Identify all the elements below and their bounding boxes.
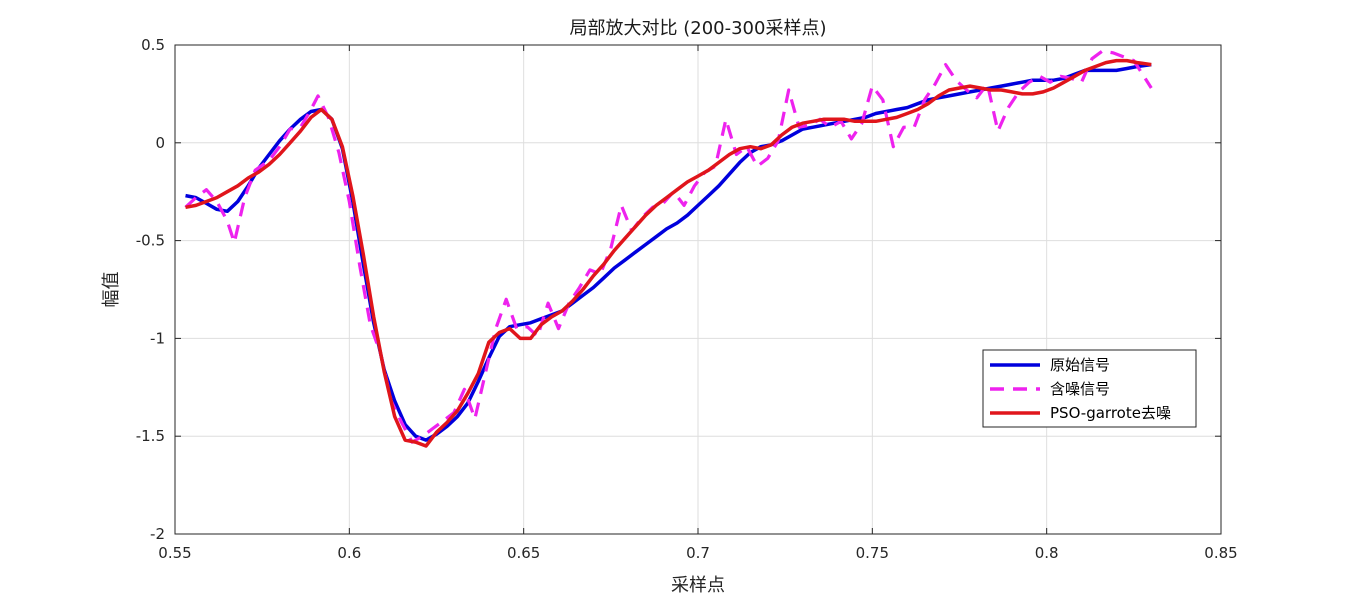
x-tick-label: 0.85 <box>1204 544 1237 562</box>
legend-label-2: 含噪信号 <box>1050 380 1110 398</box>
y-tick-label: 0.5 <box>141 36 165 54</box>
x-tick-label: 0.55 <box>158 544 191 562</box>
x-tick-label: 0.8 <box>1035 544 1059 562</box>
legend-label-3: PSO-garrote去噪 <box>1050 404 1171 422</box>
series-line-3 <box>185 58 1152 448</box>
y-axis: -2 -1.5 -1 -0.5 0 0.5 <box>136 36 1221 543</box>
y-tick-label: -1 <box>150 329 165 347</box>
x-tick-label: 0.75 <box>856 544 889 562</box>
y-tick-label: -2 <box>150 525 165 543</box>
y-tick-label: 0 <box>155 134 165 152</box>
x-tick-label: 0.6 <box>337 544 361 562</box>
x-axis: 0.55 0.6 0.65 0.7 0.75 0.8 0.85 <box>158 45 1238 562</box>
chart-title: 局部放大对比 (200-300采样点) <box>570 18 827 39</box>
x-tick-label: 0.7 <box>686 544 710 562</box>
y-tick-label: -0.5 <box>136 232 165 250</box>
y-axis-title: 幅值 <box>101 272 122 308</box>
series-layer <box>184 49 1153 448</box>
legend-label-1: 原始信号 <box>1050 356 1110 374</box>
x-axis-title: 采样点 <box>671 575 725 596</box>
x-tick-label: 0.65 <box>507 544 540 562</box>
y-tick-label: -1.5 <box>136 427 165 445</box>
